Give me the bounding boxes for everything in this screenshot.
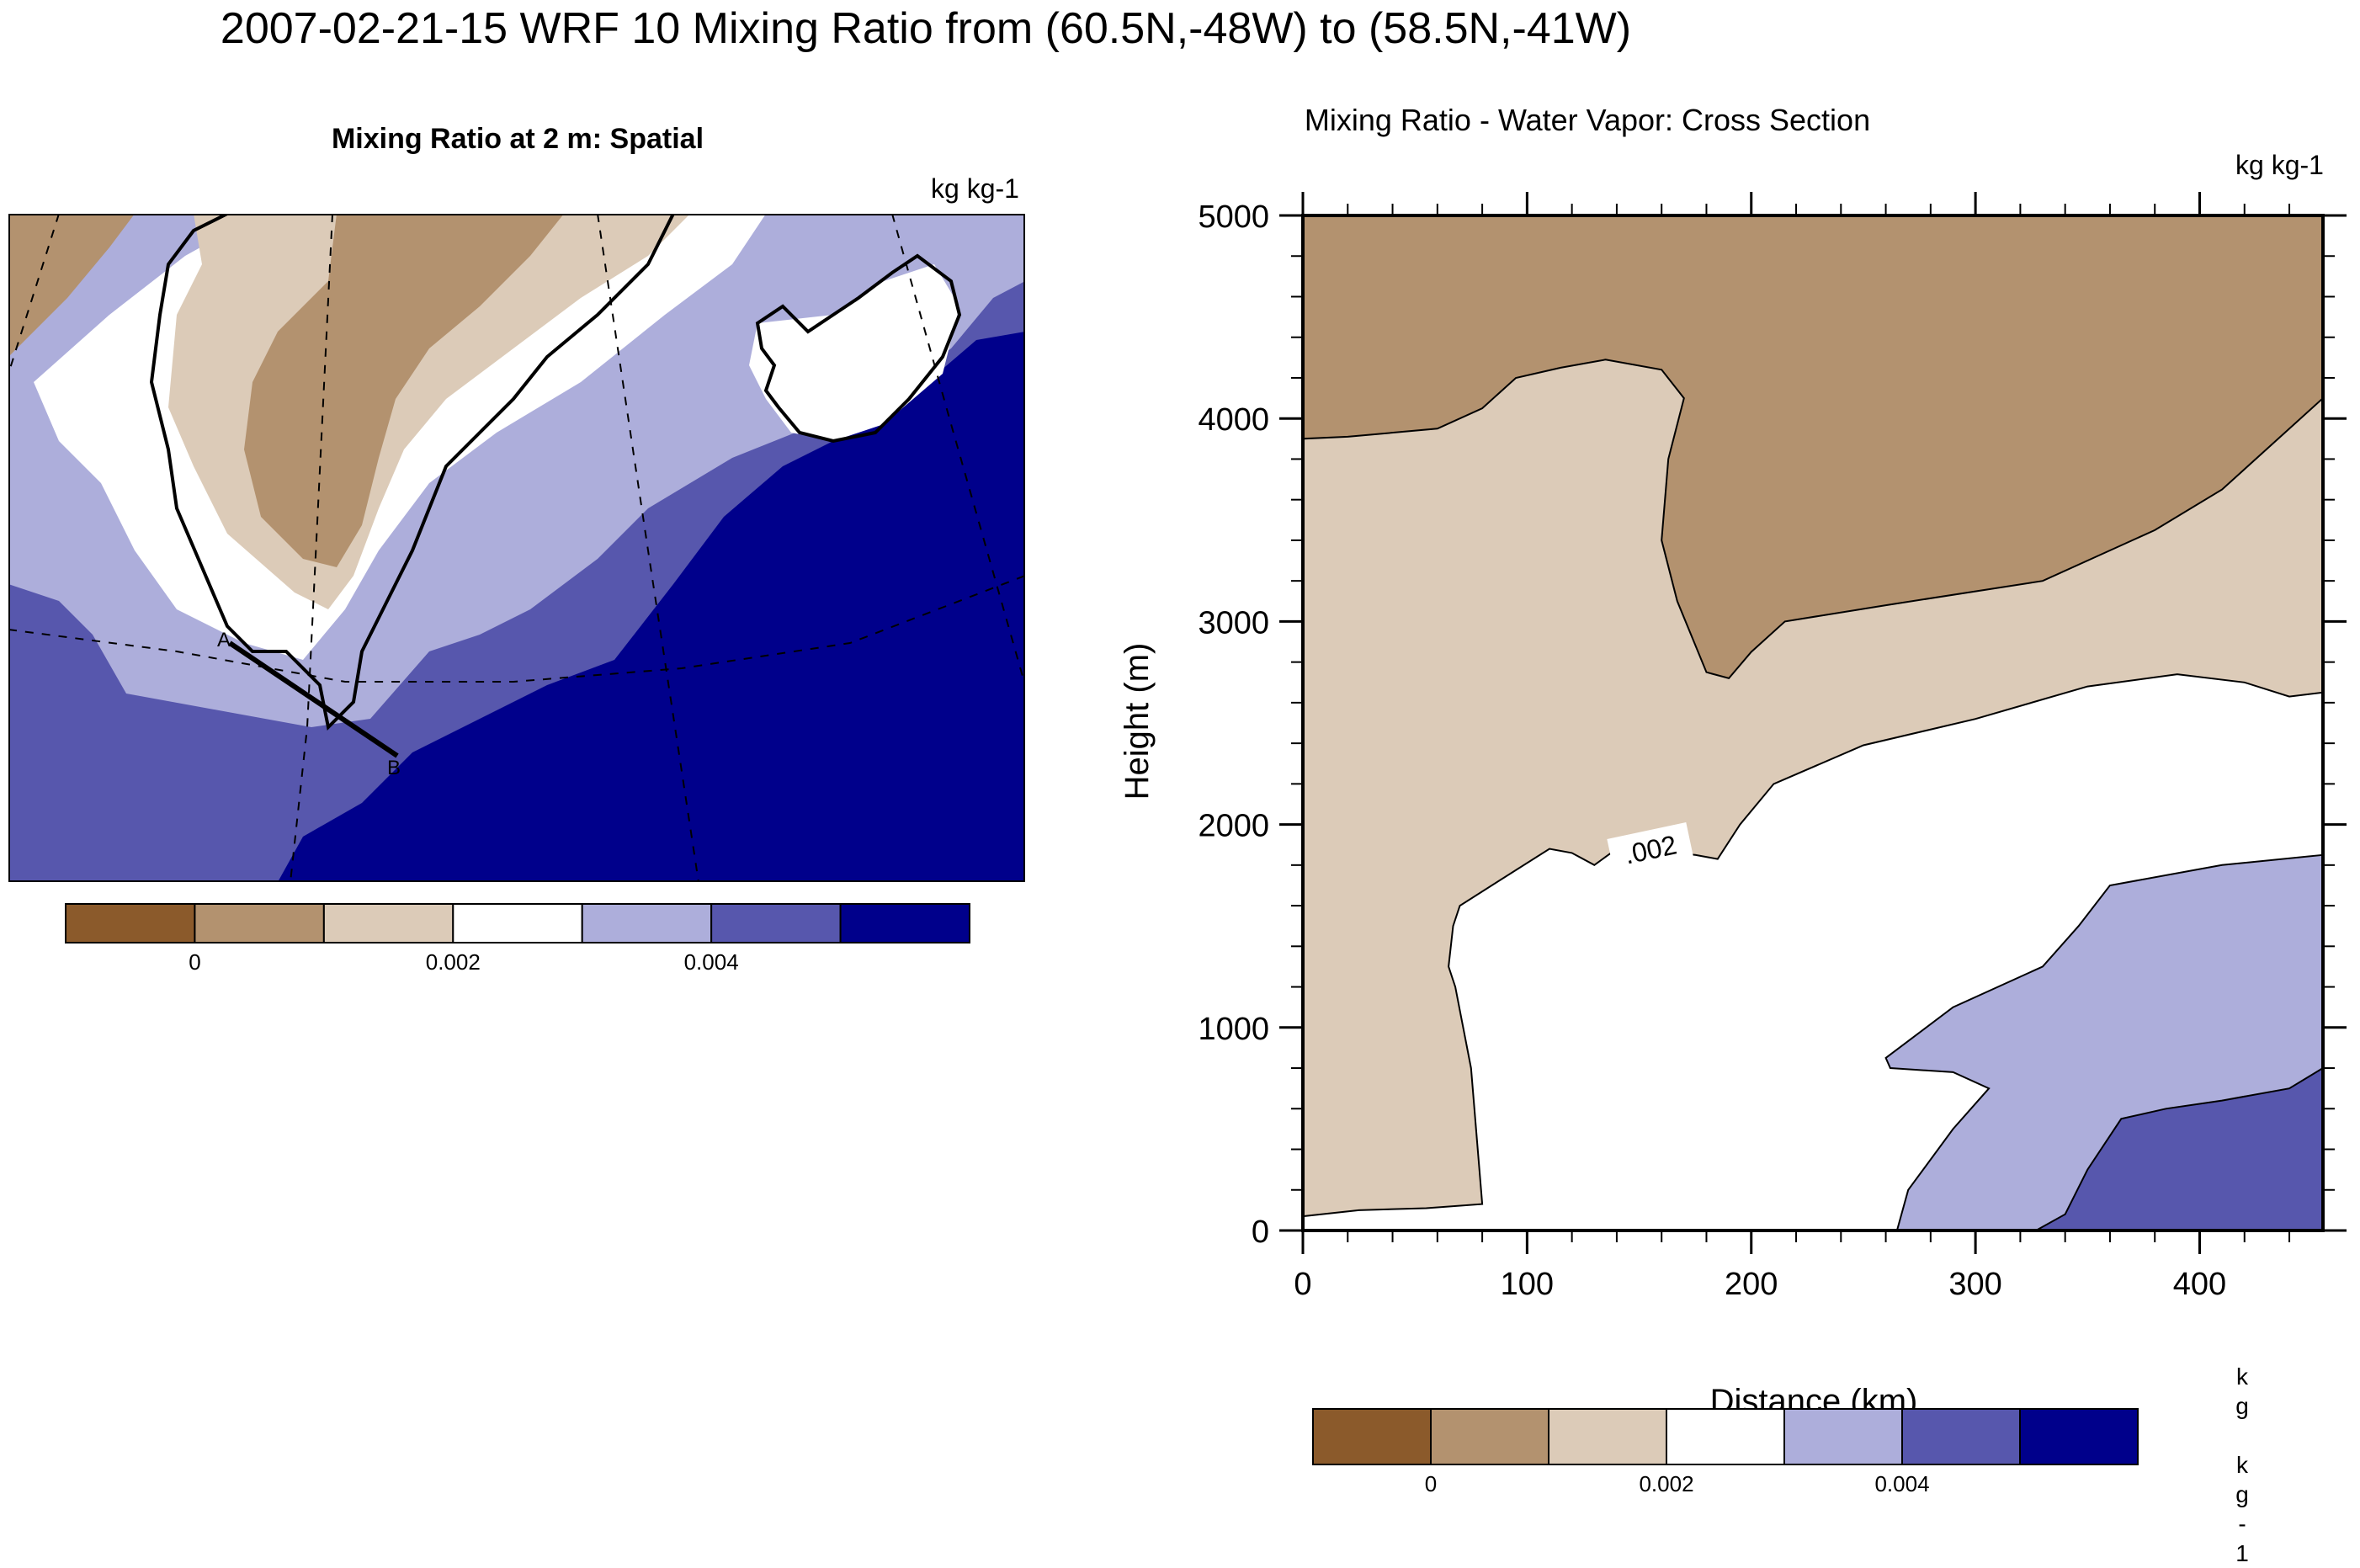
- transect-line: [228, 640, 399, 758]
- colorbar-swatch: [839, 903, 970, 943]
- colorbar-swatch: [1430, 1408, 1549, 1465]
- colorbar-swatch: [452, 903, 583, 943]
- map-frame: [8, 214, 1025, 882]
- spatial-map: A B: [8, 214, 1025, 882]
- colorbar-swatch: [710, 903, 842, 943]
- colorbar-svg: [1312, 1408, 2139, 1465]
- coastline: [149, 214, 675, 731]
- x-tick-label: 0: [1294, 1267, 1311, 1302]
- colorbar-swatch: [1666, 1408, 1785, 1465]
- colorbar-swatch: [1901, 1408, 2021, 1465]
- colorbar-tick-label: 0.004: [683, 949, 739, 975]
- x-tick-label: 300: [1948, 1267, 2001, 1302]
- units-char: 1: [2235, 1540, 2249, 1566]
- colorbar-swatch: [1548, 1408, 1667, 1465]
- colorbar-svg: [65, 903, 970, 943]
- band-0-001-0-002: [1302, 215, 2324, 680]
- point-a-label: A: [217, 629, 231, 651]
- units-char: -: [2238, 1511, 2246, 1537]
- point-b-label: B: [387, 757, 401, 779]
- colorbar-swatch: [1783, 1408, 1903, 1465]
- colorbar-swatch: [194, 903, 325, 943]
- map-units: kg kg-1: [931, 173, 1019, 204]
- colorbar-tick-label: 0.002: [1639, 1471, 1694, 1496]
- colorbar-tick-label: 0.004: [1874, 1471, 1930, 1496]
- y-tick-label: 1000: [1198, 1012, 1269, 1047]
- contour-label-box: [1607, 822, 1693, 874]
- colorbar-swatch: [581, 903, 713, 943]
- figure-title: 2007-02-21-15 WRF 10 Mixing Ratio from (…: [220, 4, 1632, 53]
- island-white-region: [749, 264, 959, 441]
- y-tick-label: 3000: [1198, 605, 1269, 640]
- y-tick-label: 5000: [1198, 199, 1269, 235]
- units-char: [2232, 1421, 2252, 1450]
- cross-section-title: Mixing Ratio - Water Vapor: Cross Sectio…: [1304, 103, 1871, 137]
- x-tick-label: 100: [1501, 1267, 1554, 1302]
- map-colorbar: 0 0.002 0.004: [65, 903, 970, 975]
- tick-labels: 0 1000 2000 3000 4000 5000 0 100 200 300 400: [1198, 199, 2226, 1302]
- units-char: k: [2236, 1452, 2248, 1478]
- island-coastline: [755, 253, 962, 444]
- units-char: g: [2235, 1481, 2249, 1507]
- gridline: [891, 214, 1025, 686]
- colorbar-tick-label: 0.002: [425, 949, 481, 975]
- brown-region-2: [244, 214, 564, 567]
- gridline: [597, 214, 699, 882]
- colorbar-swatch: [2019, 1408, 2139, 1465]
- gridline: [290, 214, 333, 882]
- units-char: k: [2236, 1363, 2248, 1390]
- colorbar-swatch: [65, 903, 196, 943]
- y-tick-label: 0: [1252, 1215, 1269, 1250]
- gridline: [8, 214, 60, 375]
- colorbar-tick-label: 0: [189, 949, 201, 975]
- colorbar-tick-label: 0: [1424, 1471, 1438, 1496]
- cross-section-units: kg kg-1: [2235, 150, 2324, 180]
- contour-bands: .002: [1302, 215, 2324, 1231]
- map-title: Mixing Ratio at 2 m: Spatial: [331, 123, 704, 155]
- units-char: g: [2235, 1393, 2249, 1419]
- y-tick-label: 4000: [1198, 402, 1269, 438]
- y-axis-label: Height (m): [1119, 643, 1156, 800]
- cross-section-colorbar: 0 0.002 0.004: [1312, 1408, 2139, 1496]
- x-tick-label: 400: [2173, 1267, 2226, 1302]
- colorbar-swatch: [1312, 1408, 1432, 1465]
- gridline: [8, 575, 1025, 683]
- axes: [1279, 192, 2347, 1254]
- y-tick-label: 2000: [1198, 809, 1269, 844]
- x-tick-label: 200: [1725, 1267, 1778, 1302]
- brown-region: [8, 214, 135, 357]
- plot-frame: [1301, 214, 2325, 1232]
